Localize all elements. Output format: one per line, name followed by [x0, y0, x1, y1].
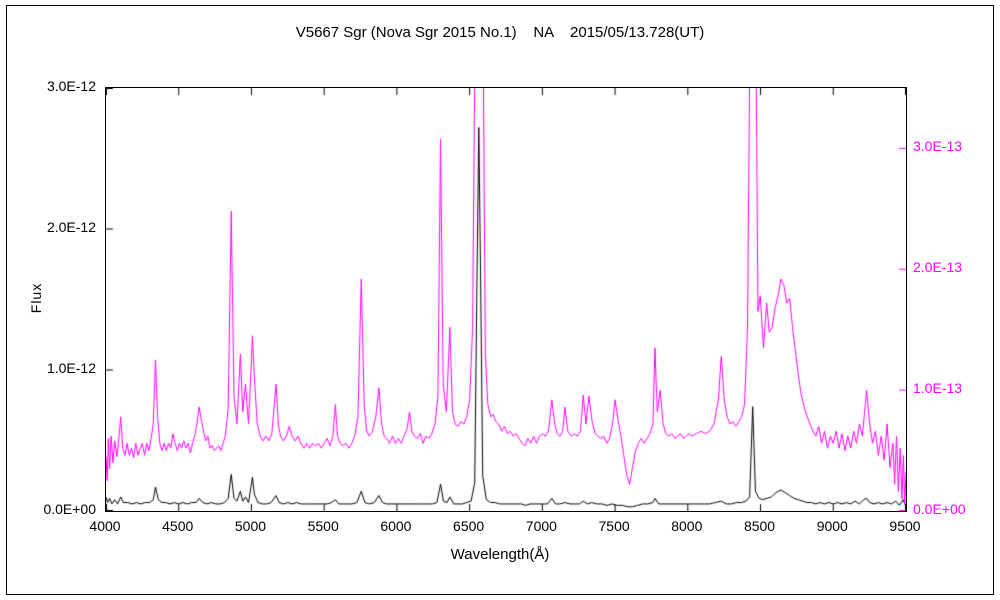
y-left-tick-label: 0.0E+00: [43, 501, 96, 517]
plot-area: [105, 87, 907, 512]
x-tick-label: 6500: [453, 518, 485, 534]
x-tick-label: 4500: [162, 518, 194, 534]
y-right-tick-label: 0.0E+00: [913, 501, 966, 517]
x-tick-label: 8000: [671, 518, 703, 534]
y-right-tick-label: 2.0E-13: [913, 259, 963, 276]
outer-frame: [6, 5, 994, 595]
x-axis-label: Wavelength(Å): [450, 546, 550, 563]
x-tick-label: 5500: [307, 518, 339, 534]
y-left-tick-label: 3.0E-12: [46, 78, 96, 94]
x-tick-label: 7000: [525, 518, 557, 534]
x-tick-label: 9500: [889, 518, 921, 534]
x-tick-label: 5000: [234, 518, 267, 534]
x-tick-label: 4000: [89, 518, 121, 534]
x-tick-label: 6000: [380, 518, 412, 534]
x-tick-label: 7500: [598, 518, 630, 534]
x-tick-label: 9000: [816, 518, 848, 534]
x-tick-label: 8500: [743, 518, 776, 534]
y-right-tick-label: 1.0E-13: [913, 380, 963, 397]
y-left-tick-label: 2.0E-12: [46, 219, 96, 235]
y-axis-label: Flux: [28, 282, 44, 314]
y-left-tick-label: 1.0E-12: [46, 360, 96, 376]
chart-title: V5667 Sgr (Nova Sgr 2015 No.1) NA 2015/0…: [295, 24, 705, 41]
y-right-tick-label: 3.0E-13: [913, 138, 963, 155]
spectrum-canvas: [106, 88, 906, 511]
